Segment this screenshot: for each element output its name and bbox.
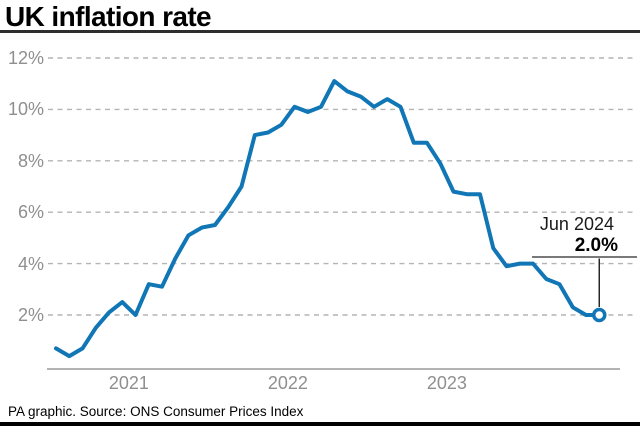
y-axis-label: 8% (17, 150, 44, 171)
bottom-bar (0, 422, 640, 426)
annotation-date-label: Jun 2024 (539, 214, 614, 234)
inflation-data-line (54, 79, 602, 359)
x-axis-label: 2023 (426, 373, 467, 393)
y-axis-label: 4% (17, 253, 44, 274)
source-caption: PA graphic. Source: ONS Consumer Prices … (8, 404, 304, 419)
page-title: UK inflation rate (5, 1, 212, 32)
annotation-value-label: 2.0% (574, 235, 618, 256)
title-divider (0, 30, 640, 33)
y-axis-label: 6% (17, 202, 44, 223)
latest-point-marker (592, 307, 607, 323)
x-axis-label: 2022 (267, 373, 308, 393)
x-axis-label: 2021 (108, 373, 149, 393)
y-axis-label: 12% (7, 48, 44, 68)
y-axis-label: 2% (17, 305, 44, 325)
y-axis-label: 10% (7, 99, 44, 120)
